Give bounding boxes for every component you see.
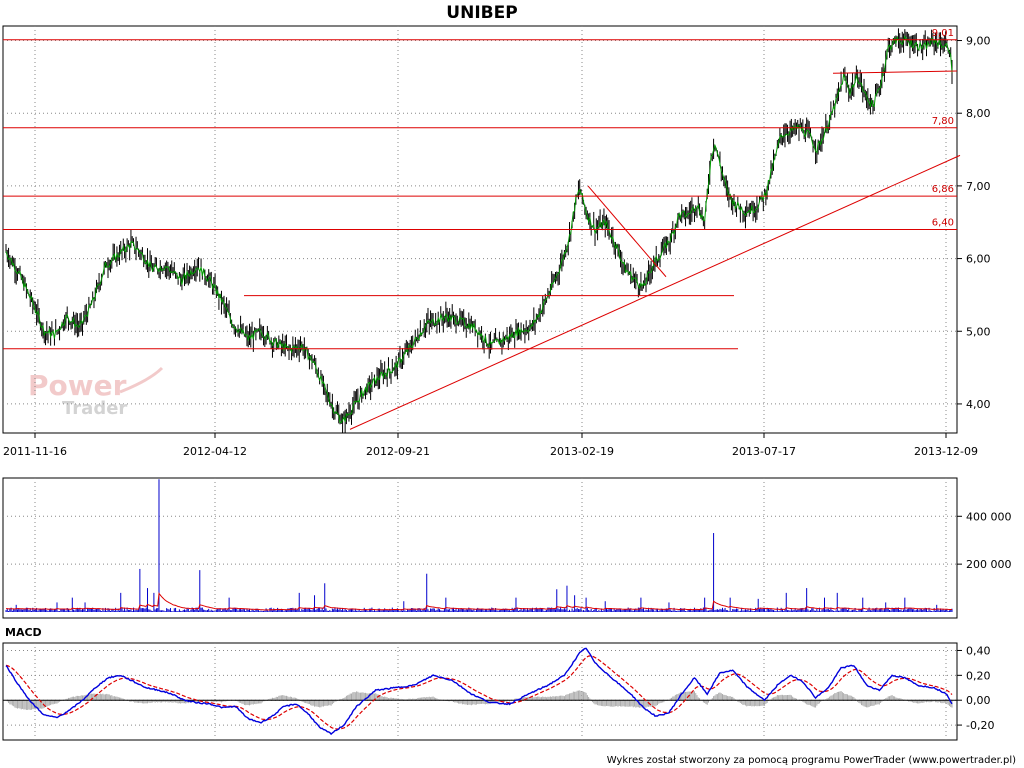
axis-layer: 2011-11-16 2012-04-12 2012-09-21 2013-02-19… <box>3 35 1011 733</box>
y-tick-label: 200 000 <box>966 558 1012 571</box>
y-tick-label: 4,00 <box>966 398 991 411</box>
powertrader-watermark: Power Trader <box>28 366 164 419</box>
level-label: 9,01 <box>932 28 954 39</box>
trend-line <box>587 185 667 278</box>
y-tick-label: 7,00 <box>966 180 991 193</box>
volume-layer <box>5 479 953 612</box>
macd-label: MACD <box>5 626 42 639</box>
macd-line <box>5 647 953 736</box>
y-tick-label: 0,40 <box>966 644 991 657</box>
level-label: 6,40 <box>932 218 954 229</box>
volume-average-line <box>6 592 953 611</box>
watermark-line1: Power <box>28 369 127 402</box>
volume-panel-frame <box>2 477 958 619</box>
close-line <box>5 35 953 424</box>
y-tick-label: 0,00 <box>966 694 991 707</box>
y-tick-label: 6,00 <box>966 253 991 266</box>
level-label: 6,86 <box>932 184 954 195</box>
trend-line <box>349 154 961 430</box>
y-tick-label: 0,20 <box>966 669 991 682</box>
resistance-levels: 9,01 7,80 6,86 6,40 <box>3 28 961 430</box>
grid-layer <box>3 26 957 740</box>
x-tick-label: 2013-12-09 <box>914 445 978 458</box>
chart-title: UNIBEP <box>446 3 517 23</box>
y-tick-label: 9,00 <box>966 35 991 48</box>
level-label: 7,80 <box>932 116 954 127</box>
x-tick-label: 2011-11-16 <box>3 445 67 458</box>
footer-credit: Wykres został stworzony za pomocą progra… <box>607 755 1016 766</box>
y-tick-label: 5,00 <box>966 325 991 338</box>
macd-layer <box>3 647 957 736</box>
y-tick-label: -0,20 <box>966 719 994 732</box>
x-tick-label: 2012-09-21 <box>366 445 430 458</box>
watermark-line2: Trader <box>62 398 127 419</box>
y-tick-label: 8,00 <box>966 107 991 120</box>
x-tick-label: 2013-07-17 <box>732 445 796 458</box>
x-tick-label: 2013-02-19 <box>550 445 614 458</box>
macd-panel-frame <box>2 642 958 741</box>
signal-line <box>5 655 953 730</box>
y-tick-label: 400 000 <box>966 510 1012 523</box>
x-tick-label: 2012-04-12 <box>183 445 247 458</box>
price-layer <box>5 28 953 434</box>
support-line <box>832 70 958 74</box>
